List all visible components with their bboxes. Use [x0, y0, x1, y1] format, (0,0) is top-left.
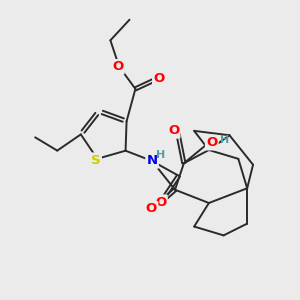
Text: H: H — [220, 135, 229, 145]
Text: O: O — [206, 136, 218, 149]
Text: S: S — [91, 154, 100, 167]
Text: O: O — [146, 202, 157, 215]
Text: O: O — [153, 72, 165, 85]
Text: N: N — [146, 154, 158, 167]
Text: O: O — [112, 60, 123, 73]
Text: O: O — [155, 196, 167, 209]
Text: H: H — [156, 149, 166, 160]
Text: O: O — [168, 124, 179, 137]
